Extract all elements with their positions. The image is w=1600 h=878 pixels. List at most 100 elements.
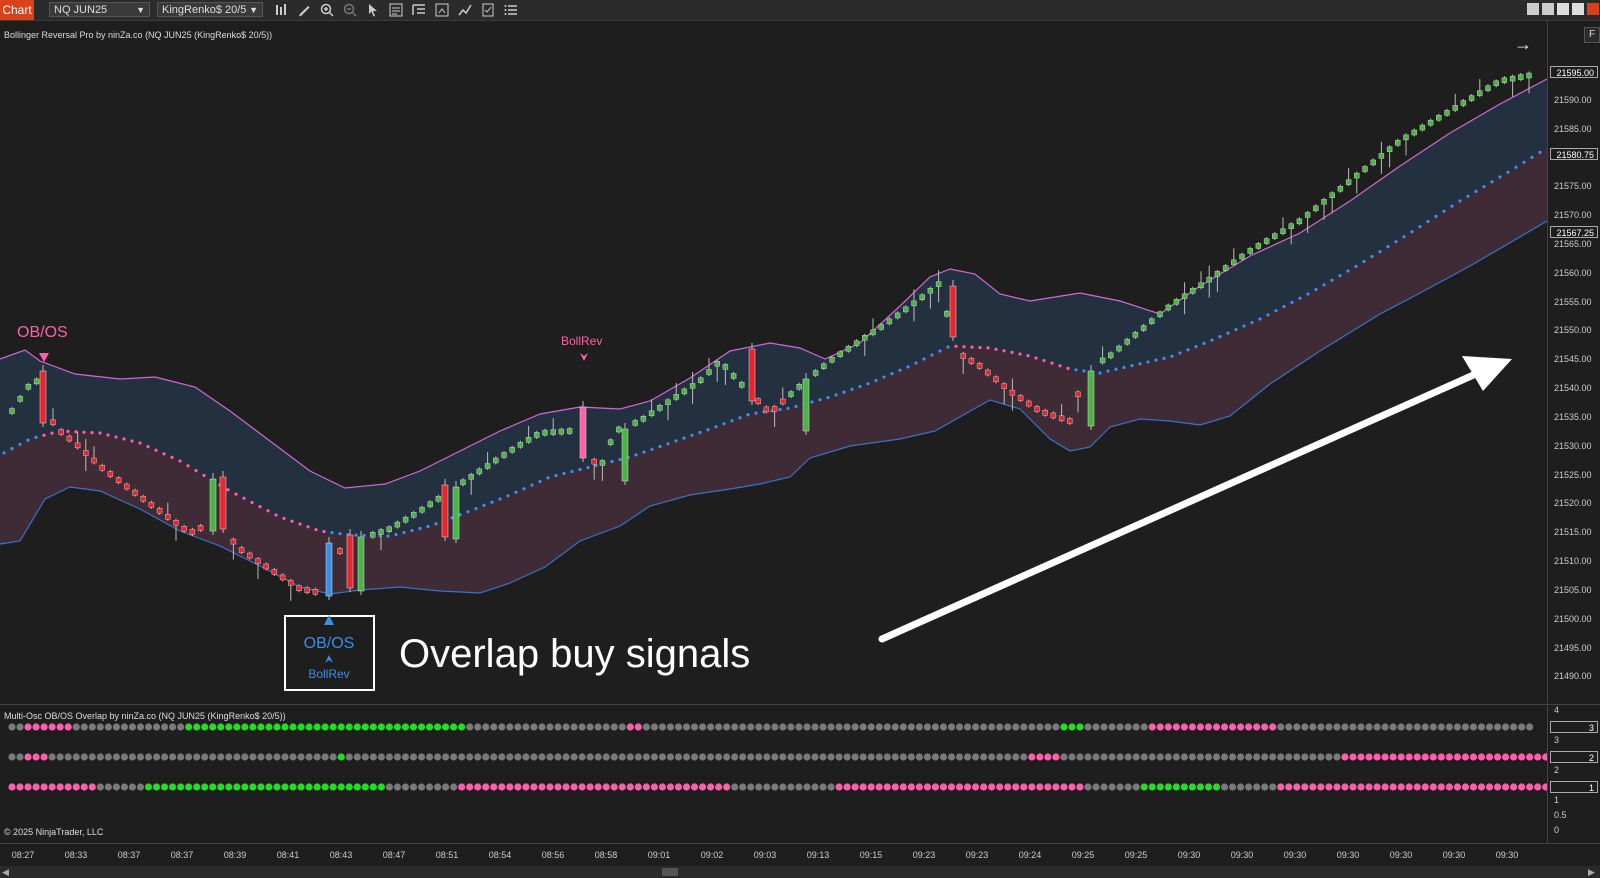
scroll-thumb[interactable]: [662, 868, 678, 876]
close-button[interactable]: [1587, 3, 1599, 15]
up-bar: [551, 430, 556, 435]
bar-type-selector[interactable]: KingRenko$ 20/5 ▼: [157, 2, 263, 17]
osc-dot: [386, 723, 393, 730]
midline-dot: [466, 510, 469, 513]
price-axis[interactable]: F 21590.00 21585.00 21575.00 21570.00 21565.…: [1547, 21, 1600, 703]
osc-dot: [956, 753, 963, 760]
osc-dot: [996, 753, 1003, 760]
up-bar: [1305, 212, 1310, 217]
osc-dot: [1125, 723, 1132, 730]
horizontal-scrollbar[interactable]: ◀ ▶: [0, 866, 1600, 878]
strategies-icon[interactable]: [480, 2, 496, 18]
up-bar: [1510, 76, 1515, 81]
osc-dot: [1012, 723, 1019, 730]
osc-dot: [32, 723, 39, 730]
midline-dot: [690, 434, 693, 437]
osc-dot: [121, 783, 128, 790]
midline-dot: [1426, 220, 1429, 223]
scroll-right-icon[interactable]: ▶: [1588, 867, 1595, 878]
zoom-out-icon[interactable]: [342, 2, 358, 18]
templates-icon[interactable]: [434, 2, 450, 18]
up-bar: [559, 429, 564, 434]
osc-dot: [940, 723, 947, 730]
osc-dot: [860, 723, 867, 730]
osc-dot: [1076, 723, 1083, 730]
chart-tab[interactable]: Chart: [0, 0, 34, 20]
minimize-button[interactable]: [1557, 3, 1569, 15]
up-bar: [928, 288, 933, 293]
oscillator-axis[interactable]: 43.532.521.510.50321: [1547, 704, 1600, 843]
osc-dot: [1117, 783, 1124, 790]
down-bar: [92, 458, 97, 463]
osc-dot: [1430, 753, 1437, 760]
time-axis[interactable]: 08:27 08:33 08:37 08:37 08:39 08:41 08:43 08:47…: [0, 843, 1600, 866]
price-panel[interactable]: Bollinger Reversal Pro by ninZa.co (NQ J…: [0, 21, 1547, 703]
scroll-left-icon[interactable]: ◀: [2, 867, 9, 878]
bar-style-icon[interactable]: [273, 2, 289, 18]
instrument-selector[interactable]: NQ JUN25 ▼: [49, 2, 150, 17]
osc-dot: [49, 753, 56, 760]
midline-dot: [242, 497, 245, 500]
osc-dot: [1365, 783, 1372, 790]
midline-dot: [18, 443, 21, 446]
osc-dot: [1510, 783, 1517, 790]
down-bar: [772, 406, 777, 411]
arrow-right-icon[interactable]: →: [1514, 34, 1532, 55]
chevron-down-icon: ▼: [249, 3, 258, 18]
price-chart[interactable]: OB/OS BollRev OB/OS BollRev Overlap buy sign…: [0, 21, 1547, 703]
oscillator-panel[interactable]: Multi-Osc OB/OS Overlap by ninZa.co (NQ …: [0, 704, 1547, 843]
osc-dot: [1020, 783, 1027, 790]
osc-dot: [498, 723, 505, 730]
osc-dot: [1109, 753, 1116, 760]
down-bar: [780, 399, 785, 404]
up-bar: [1453, 105, 1458, 110]
time-axis-label: 08:39: [224, 850, 247, 860]
osc-dot: [1052, 723, 1059, 730]
osc-dot: [1229, 723, 1236, 730]
osc-dot: [201, 723, 208, 730]
osc-dot: [1060, 753, 1067, 760]
osc-dot: [819, 753, 826, 760]
osc-dot: [434, 723, 441, 730]
osc-dot: [161, 783, 168, 790]
osc-dot: [876, 723, 883, 730]
midline-dot: [234, 493, 237, 496]
pointer-icon[interactable]: [365, 2, 381, 18]
maximize-button[interactable]: [1572, 3, 1584, 15]
down-bar: [305, 588, 310, 593]
drawing-tool-icon[interactable]: [296, 2, 312, 18]
osc-dot: [32, 783, 39, 790]
up-bar: [739, 382, 744, 387]
osc-dot: [739, 783, 746, 790]
signal-bar: [950, 286, 956, 337]
osc-dot: [185, 783, 192, 790]
osc-dot: [306, 723, 313, 730]
up-bar: [830, 357, 835, 362]
osc-dot: [1374, 783, 1381, 790]
osc-dot: [1165, 783, 1172, 790]
osc-dot: [731, 753, 738, 760]
data-box-icon[interactable]: [388, 2, 404, 18]
zoom-in-icon[interactable]: [319, 2, 335, 18]
midline-dot: [1482, 185, 1485, 188]
cascade-icon[interactable]: [1542, 3, 1554, 15]
osc-dot: [1237, 723, 1244, 730]
midline-dot: [1458, 199, 1461, 202]
midline-dot: [578, 468, 581, 471]
up-bar: [813, 371, 818, 376]
osc-dot: [233, 783, 240, 790]
midline-dot: [50, 432, 53, 435]
osc-dot: [450, 783, 457, 790]
properties-icon[interactable]: [411, 2, 427, 18]
indicators-icon[interactable]: [457, 2, 473, 18]
osc-dot: [450, 753, 457, 760]
osc-dot: [1004, 783, 1011, 790]
osc-dot: [1446, 783, 1453, 790]
osc-dot: [193, 783, 200, 790]
f-button[interactable]: F: [1584, 27, 1600, 43]
tile-icon[interactable]: [1527, 3, 1539, 15]
list-icon[interactable]: [503, 2, 519, 18]
osc-dot: [1406, 753, 1413, 760]
osc-dot: [121, 723, 128, 730]
osc-dot: [611, 723, 618, 730]
